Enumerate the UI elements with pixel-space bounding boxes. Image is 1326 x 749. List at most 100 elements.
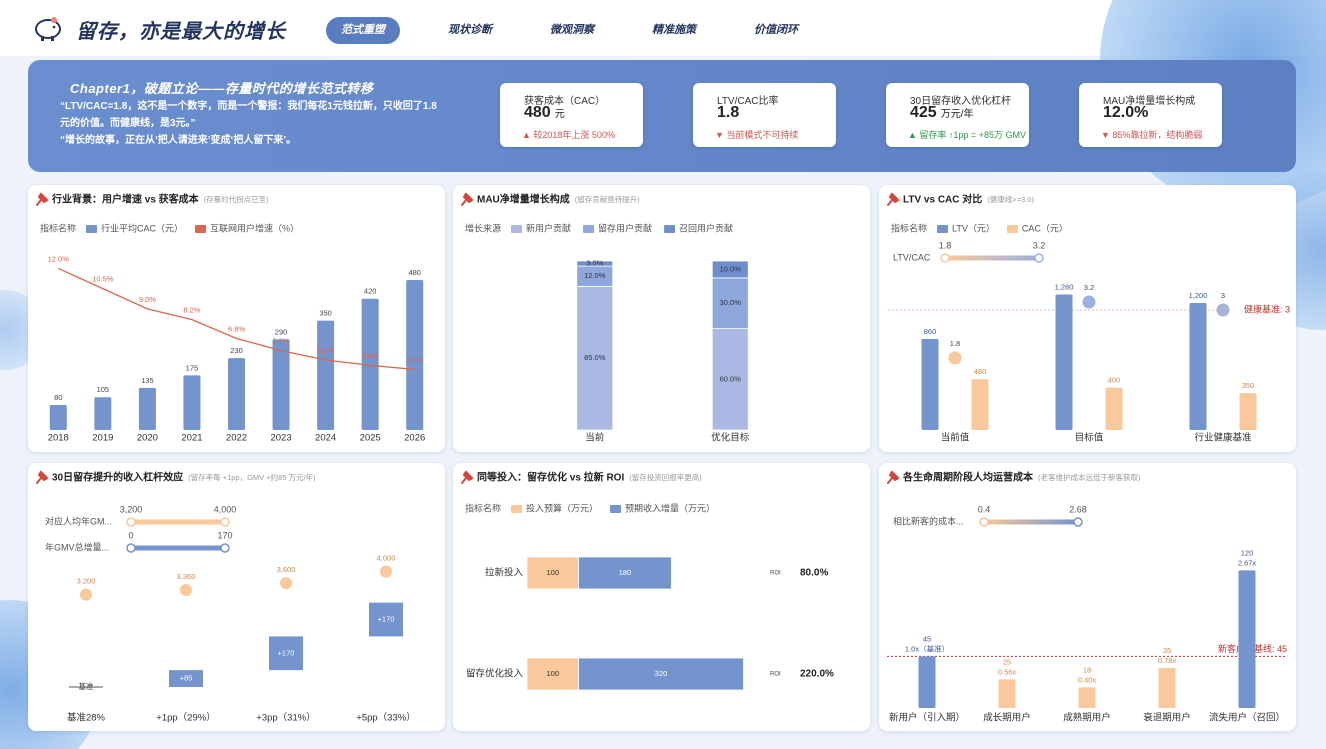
pin-icon (36, 192, 49, 206)
bar-value-label: 350 (1242, 381, 1255, 390)
bar (269, 636, 303, 671)
bar-value-label: 350 (319, 309, 332, 318)
segment-label: 10.0% (720, 264, 742, 273)
kpi-label: 30日留存收入优化杠杆 (910, 96, 1012, 107)
bar (369, 602, 403, 637)
segment-label: 12.0% (584, 271, 606, 280)
kpi-value: 12.0% (1103, 104, 1149, 121)
kpi-card: 获客成本（CAC） 480 元 ▲ 较2018年上涨 500% (500, 83, 643, 147)
kpi-value: 425 万元/年 (910, 104, 974, 121)
scatter-value-label: 3,200 (77, 577, 96, 586)
line-value-label: 5.9% (273, 337, 290, 346)
x-tick-label: 成熟期用户 (1063, 712, 1111, 724)
chart-title: LTV vs CAC 对比 (903, 193, 982, 206)
scatter-point (80, 588, 92, 601)
bar-value-label: 1,200 (1189, 291, 1208, 300)
segment-label: 100 (547, 568, 560, 577)
chart-subtitle: (存量时代拐点已至) (204, 194, 269, 204)
line-value-label: 4.8% (362, 351, 379, 360)
pin-icon (887, 470, 900, 484)
kpi-value: 1.8 (717, 104, 740, 121)
visual-map-handle (1073, 517, 1083, 527)
banner-quote: “增长的故事，正在从‘把人请进来’变成‘把人留下来’。 (60, 135, 297, 146)
ratio-label: 0.56x (998, 667, 1017, 676)
chart: MAU净增量增长构成 (留存贡献亟待提升) 增长来源 新用户贡献 留存用户贡献 召回用户贡… (461, 192, 750, 444)
banner-quote: “LTV/CAC=1.8，这不是一个数字，而是一个警报：我们每花1元钱拉新，只收… (60, 101, 437, 129)
visual-map-label: 对应人均年GM... (45, 515, 112, 526)
visual-map-handle (126, 543, 136, 553)
bar-value-label: 860 (924, 327, 937, 336)
scatter-value-label: 1.8 (950, 339, 960, 348)
x-tick-label: 行业健康基准 (1194, 432, 1252, 444)
visual-map-range-label: 2.68 (1069, 504, 1087, 514)
line-value-label: 10.5% (92, 275, 114, 284)
visual-map-handle (979, 517, 989, 527)
roi-label: ROI (770, 571, 781, 577)
scatter-point (1216, 303, 1230, 317)
legend-swatch (511, 505, 523, 513)
roi-value: 80.0% (800, 568, 828, 579)
kpi-note: ▼ 当前模式不可持续 (715, 130, 799, 140)
bar (998, 679, 1016, 708)
scatter-value-label: 3 (1221, 291, 1225, 300)
x-tick-label: 2018 (48, 433, 69, 444)
bar (1105, 387, 1123, 430)
bar-segment (576, 285, 614, 431)
legend-swatch (86, 225, 98, 233)
legend-swatch (937, 225, 949, 233)
bar-segment (526, 556, 579, 590)
pin-icon (461, 192, 474, 206)
y-tick-label: 留存优化投入 (466, 668, 524, 680)
segment-label: 100 (547, 669, 560, 678)
bar-value-label: 175 (186, 363, 199, 372)
visual-map-track (131, 519, 225, 525)
bar (1158, 667, 1176, 708)
bar (1239, 392, 1257, 430)
bar-value-label: 35 (1163, 646, 1171, 655)
chart-panel: 各生命周期阶段人均运营成本 (老客维护成本远低于新客获取) 相比新客的成本... 0.… (879, 463, 1296, 731)
kpi-card: LTV/CAC比率 1.8 ▼ 当前模式不可持续 (693, 83, 836, 147)
legend-label: 召回用户贡献 (679, 222, 733, 233)
chart-title: 各生命周期阶段人均运营成本 (902, 471, 1034, 484)
bar-value-label: 基准 (79, 681, 94, 691)
chart-subtitle: (留存投资回报率更高) (629, 472, 702, 482)
visual-map-range-label: 0 (128, 530, 133, 540)
x-tick-label: +3pp（31%） (256, 712, 315, 724)
chart: 30日留存提升的收入杠杆效应 (留存率每 +1pp，GMV +约85 万元/年) 对… (36, 470, 416, 724)
pin-icon (461, 470, 474, 484)
page-title: 留存，亦是最大的增长 (76, 21, 286, 43)
visual-map-range-label: 3,200 (120, 504, 143, 514)
bar-value-label: 80 (54, 393, 62, 402)
x-tick-label: +5pp（33%） (356, 712, 415, 724)
kpi-note: ▲ 留存率 ↑1pp = +85万 GMV (908, 130, 1026, 140)
x-tick-label: 优化目标 (711, 432, 750, 444)
chart-panel: LTV vs CAC 对比 (健康线>=3.0) 指标名称 LTV（元） CAC（元） L… (879, 185, 1296, 452)
chart-subtitle: (健康线>=3.0) (987, 194, 1034, 204)
visual-map-track (945, 255, 1039, 261)
nav-tab[interactable]: 精准施策 (652, 24, 696, 36)
legend-swatch (610, 505, 622, 513)
visual-map-label: LTV/CAC (893, 252, 931, 262)
x-tick-label: 成长期用户 (983, 712, 1031, 724)
pin-icon (36, 470, 49, 484)
x-tick-label: 流失用户（召回） (1209, 712, 1285, 724)
bar (1189, 302, 1207, 430)
visual-map-label: 年GMV总增量... (45, 541, 109, 552)
legend-label: 预期收入增量（万元） (625, 502, 715, 513)
legend-label: 行业平均CAC（元） (101, 222, 183, 233)
kpi-value: 480 元 (524, 104, 565, 121)
ratio-label: 0.78x (1158, 656, 1177, 665)
visual-map-range-label: 4,000 (214, 504, 237, 514)
segment-label: 3.0% (586, 259, 603, 268)
bar (169, 670, 203, 687)
scatter-point (180, 584, 192, 597)
legend-swatch (664, 225, 676, 233)
x-tick-label: 2023 (270, 433, 291, 444)
nav-tab[interactable]: 微观洞察 (550, 24, 594, 36)
nav-tab[interactable]: 现状诊断 (448, 24, 492, 36)
nav-tab[interactable]: 范式重塑 (326, 17, 400, 44)
scatter-point (280, 577, 292, 590)
nav-tab[interactable]: 价值闭环 (754, 24, 798, 36)
bar-value-label: 480 (974, 367, 987, 376)
chart-subtitle: (留存率每 +1pp，GMV +约85 万元/年) (188, 472, 316, 482)
